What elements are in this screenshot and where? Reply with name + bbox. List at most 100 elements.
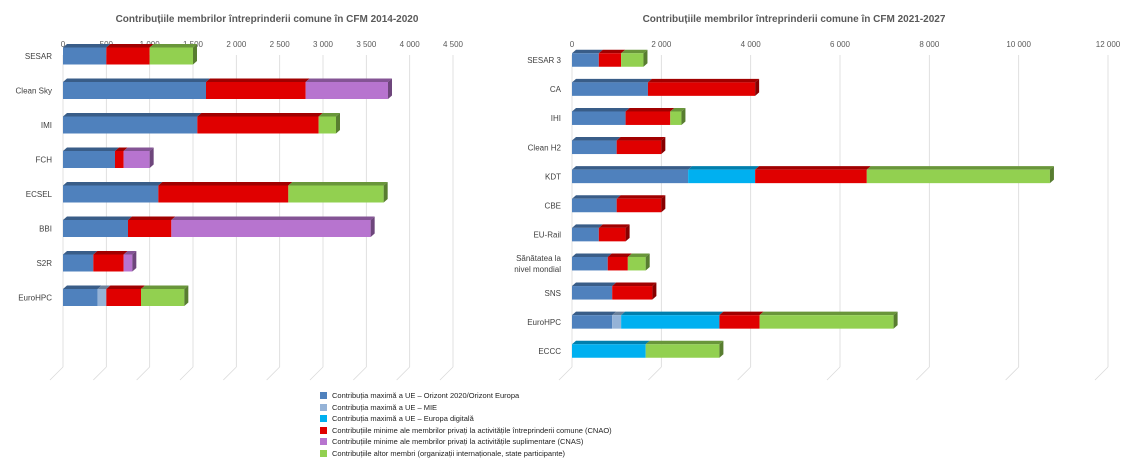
bar-segment	[115, 151, 124, 168]
bar-segment	[123, 151, 150, 168]
x-tick-label: 0	[61, 40, 66, 49]
bar-segment-top	[755, 166, 871, 170]
x-tick-label: 3 000	[313, 40, 334, 49]
bar-segment-side	[755, 78, 760, 96]
bar-segment-top	[63, 78, 210, 82]
x-tick-label: 2 500	[270, 40, 291, 49]
bar-segment	[616, 198, 662, 213]
x-tick-label: 4 500	[443, 40, 464, 49]
bar-segment-top	[607, 253, 632, 257]
gridline	[439, 366, 454, 381]
bar-segment	[759, 315, 894, 329]
bar-segment-top	[106, 285, 145, 289]
bar-segment-top	[572, 195, 621, 199]
bar-segment-side	[661, 195, 666, 213]
y-category-label: SESAR 3	[527, 56, 561, 65]
legend-item: Contribuțiile minime ale membrilor priva…	[320, 425, 612, 437]
bar-segment-top	[572, 166, 693, 170]
bar-segment-top	[63, 251, 98, 255]
y-category-label: CBE	[545, 202, 561, 211]
bar-segment-top	[93, 251, 128, 255]
bar-segment	[572, 198, 617, 213]
y-category-label: EU-Rail	[533, 231, 561, 240]
y-category-label: FCH	[36, 156, 53, 165]
gridline	[558, 366, 573, 381]
x-tick-label: 0	[570, 40, 575, 49]
bar-segment-top	[572, 224, 603, 228]
bar-segment-top	[572, 340, 650, 345]
bar-segment-top	[106, 44, 154, 48]
charts-canvas: Contribuțiile membrilor întreprinderii c…	[16, 14, 1121, 381]
y-category-label: S2R	[36, 259, 52, 268]
gridline	[916, 366, 930, 381]
bar-segment	[612, 286, 653, 300]
legend: Contribuția maximă a UE – Orizont 2020/O…	[320, 390, 612, 459]
bar-segment-side	[719, 340, 724, 358]
bar-segment-top	[572, 253, 612, 257]
bar-segment	[63, 151, 115, 168]
bar-segment	[63, 47, 107, 65]
bar-segment	[572, 111, 626, 125]
bar-segment	[572, 344, 646, 358]
x-tick-label: 4 000	[741, 40, 762, 49]
y-category-label: BBI	[39, 225, 52, 234]
bar-segment-top	[572, 78, 652, 83]
bar-segment-top	[572, 137, 621, 141]
gridline	[396, 366, 410, 381]
bar-segment	[598, 53, 622, 67]
bar-segment	[572, 53, 599, 67]
x-tick-label: 2 000	[651, 40, 672, 49]
legend-item: Contribuțiile altor membri (organizații …	[320, 448, 612, 460]
legend-swatch	[320, 426, 327, 434]
bar-segment-side	[681, 107, 686, 125]
bar-segment-top	[572, 311, 617, 316]
bar-segment-side	[643, 49, 648, 67]
bar-segment-side	[184, 285, 189, 306]
bar-segment	[288, 185, 384, 203]
bar-segment-side	[388, 78, 392, 99]
bar-segment	[63, 116, 198, 134]
bar-segment-top	[625, 107, 675, 112]
bar-segment-top	[647, 78, 760, 83]
bar-segment	[616, 140, 662, 155]
bar-segment	[318, 116, 336, 134]
bar-segment-top	[288, 182, 388, 186]
bar-segment	[572, 140, 617, 155]
bar-segment-top	[171, 216, 375, 220]
bar-segment-top	[866, 166, 1054, 170]
bar-segment	[106, 47, 150, 65]
y-category-label: SNS	[545, 289, 561, 298]
bar-segment-top	[115, 147, 128, 151]
legend-label: Contribuția maximă a UE – MIE	[332, 402, 438, 412]
bar-segment	[866, 169, 1050, 184]
legend-item: Contribuția maximă a UE – Europa digital…	[320, 413, 612, 425]
x-tick-label: 6 000	[830, 40, 851, 49]
bar-segment-top	[616, 195, 666, 199]
gridline	[826, 366, 841, 381]
gridline	[49, 366, 64, 381]
y-category-label: Clean Sky	[16, 87, 52, 96]
bar-segment	[621, 53, 644, 67]
bar-segment-top	[149, 44, 197, 48]
bar-segment	[755, 169, 867, 184]
bar-segment	[572, 256, 608, 271]
legend-item: Contribuțiile minime ale membrilor priva…	[320, 436, 612, 448]
bar-segment-side	[893, 311, 898, 329]
legend-item: Contribuția maximă a UE – MIE	[320, 402, 612, 414]
legend-label: Contribuțiile minime ale membrilor priva…	[332, 437, 584, 447]
bar-segment	[627, 256, 646, 271]
bar-segment-top	[197, 113, 323, 117]
bar-segment-side	[625, 224, 630, 242]
bar-segment	[128, 220, 172, 237]
bar-segment-top	[621, 49, 648, 54]
bar-segment	[149, 47, 193, 65]
legend-swatch	[320, 392, 327, 400]
bar-segment	[625, 111, 671, 125]
chart-title: Contribuțiile membrilor întreprinderii c…	[643, 14, 946, 25]
plot-area: 0 2 000 4 000 6 000 8 000 10 000 12 000 SESAR 3…	[514, 40, 1121, 381]
gridline	[1094, 366, 1109, 381]
bar-segment-top	[598, 224, 630, 228]
x-tick-label: 8 000	[919, 40, 940, 49]
x-tick-label: 3 500	[356, 40, 377, 49]
bar-segment-top	[572, 107, 630, 112]
